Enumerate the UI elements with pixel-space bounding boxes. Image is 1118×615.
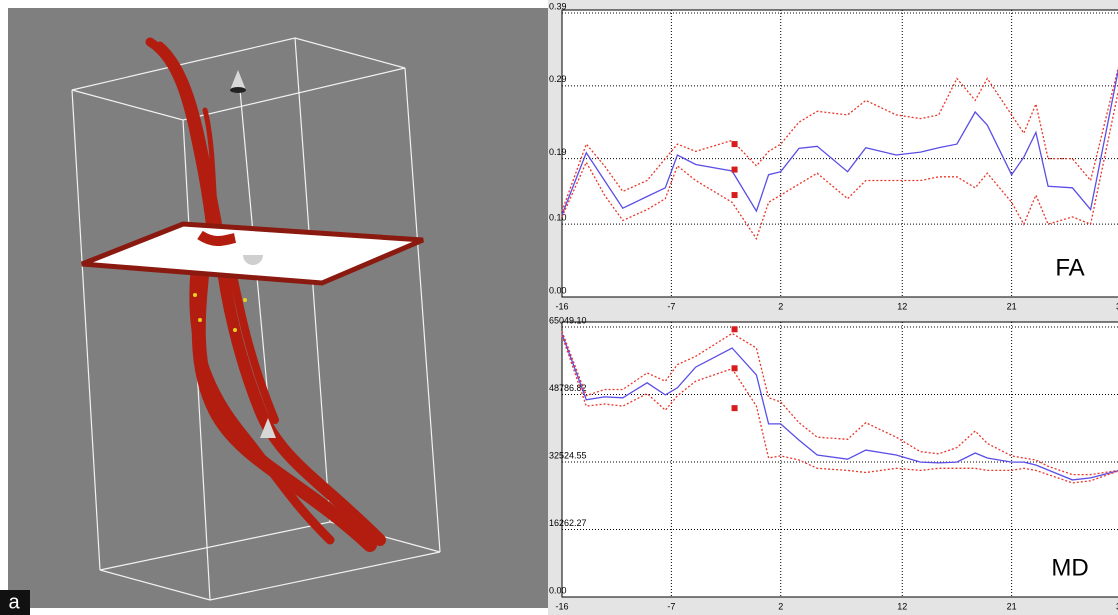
x-tick-label: 21 bbox=[1007, 301, 1017, 311]
marker bbox=[732, 326, 738, 332]
cone-base bbox=[230, 87, 246, 93]
y-tick-label: 0.29 bbox=[549, 74, 567, 84]
y-tick-label: 65049.10 bbox=[549, 315, 587, 325]
y-tick-label: 16262.27 bbox=[549, 518, 587, 528]
figure-canvas: a 0.000.100.190.290.39-16-72122130FA0.00… bbox=[0, 0, 1118, 615]
x-tick-label: 21 bbox=[1007, 601, 1017, 611]
x-tick-label: -7 bbox=[667, 601, 675, 611]
x-tick-label: -16 bbox=[555, 301, 568, 311]
panel-label: a bbox=[8, 591, 20, 613]
chart-annotation: MD bbox=[1051, 554, 1088, 581]
render-3d: a bbox=[0, 8, 548, 615]
y-tick-label: 0.19 bbox=[549, 147, 567, 157]
x-tick-label: -7 bbox=[667, 301, 675, 311]
x-tick-label: -16 bbox=[555, 601, 568, 611]
marker bbox=[732, 141, 738, 147]
marker bbox=[732, 192, 738, 198]
y-tick-label: 0.00 bbox=[549, 585, 567, 595]
chart-annotation: FA bbox=[1055, 254, 1084, 281]
y-tick-label: 0.00 bbox=[549, 285, 567, 295]
x-tick-label: 12 bbox=[897, 601, 907, 611]
y-tick-label: 32524.55 bbox=[549, 450, 587, 460]
figure: a 0.000.100.190.290.39-16-72122130FA0.00… bbox=[0, 0, 1118, 615]
x-tick-label: 12 bbox=[897, 301, 907, 311]
marker bbox=[732, 365, 738, 371]
x-tick-label: 2 bbox=[778, 301, 783, 311]
plot-area bbox=[562, 10, 1118, 297]
y-tick-label: 0.10 bbox=[549, 213, 567, 223]
y-tick-label: 0.39 bbox=[549, 1, 567, 11]
x-tick-label: 2 bbox=[778, 601, 783, 611]
marker bbox=[732, 167, 738, 173]
marker bbox=[732, 405, 738, 411]
